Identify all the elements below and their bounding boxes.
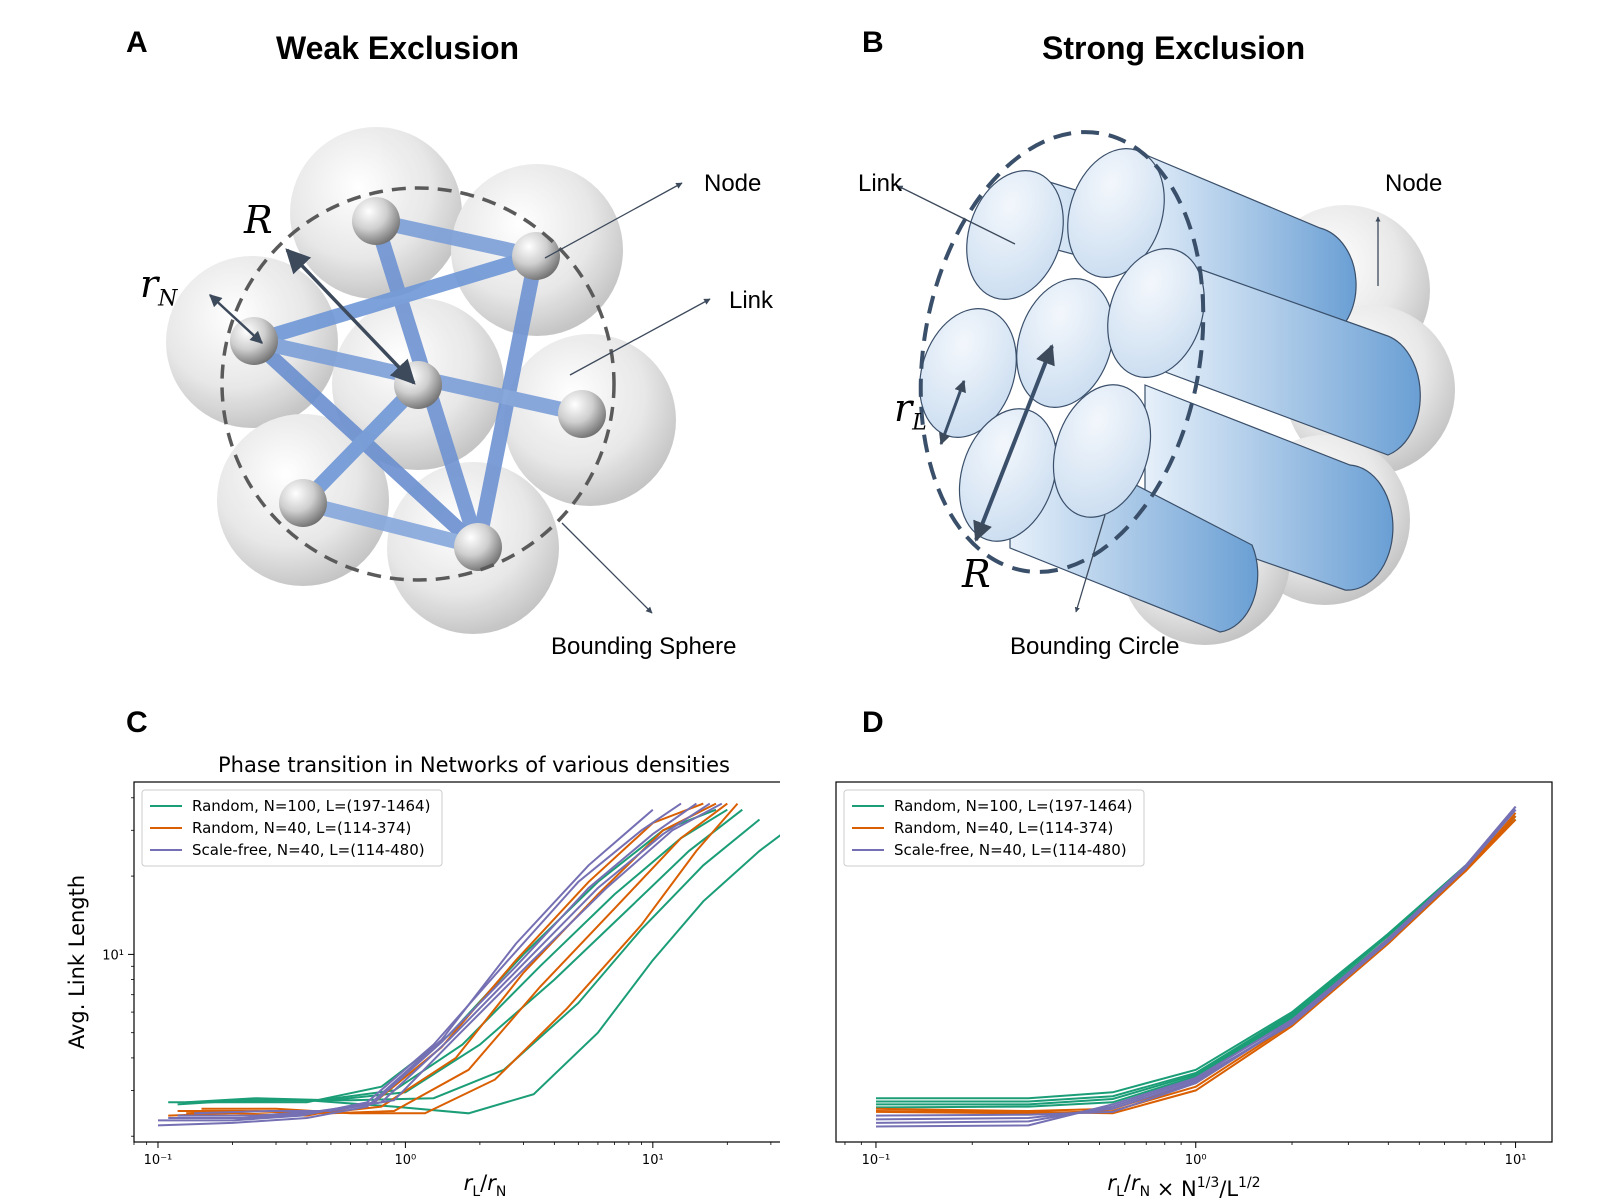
legend-entry-scalefree40: Scale-free, N=40, L=(114-480) xyxy=(192,841,425,859)
radius-rN-label: rN xyxy=(140,262,178,312)
chart-c-title: Phase transition in Networks of various … xyxy=(218,753,730,777)
radius-rN-arrow xyxy=(209,294,263,344)
panel-c-letter: C xyxy=(126,706,148,739)
series-line-random100-3 xyxy=(177,808,728,1106)
weak-exclusion-diagram xyxy=(166,127,711,634)
chart-d: 10⁻¹ 10⁰ 10¹ Random, N=100, L=(197-1464)Ra… xyxy=(835,781,1553,1200)
bounding-sphere-label: Bounding Sphere xyxy=(551,633,737,660)
y-tick-label: 10¹ xyxy=(102,948,124,963)
series-line-random100-0 xyxy=(232,834,780,1115)
link-callout-arrow-b xyxy=(897,185,1016,245)
chart-c-xlabel: rL/rN xyxy=(464,1171,507,1200)
series-line-scalefree40-10 xyxy=(875,805,1517,1128)
panel-d-letter: D xyxy=(862,706,884,739)
chart-d-ticks: 10⁻¹ 10⁰ 10¹ xyxy=(844,1142,1527,1168)
x-tick-label: 10¹ xyxy=(642,1153,664,1168)
chart-c-ticks: 10⁻¹ 10⁰ 10¹ 10¹ xyxy=(102,797,772,1168)
chart-c-frame xyxy=(133,781,780,1143)
series-line-scalefree40-12 xyxy=(177,802,711,1117)
series-line-scalefree40-11 xyxy=(168,802,697,1119)
chart-c-legend: Random, N=100, L=(197-1464) Random, N=40,… xyxy=(141,789,443,867)
series-line-scalefree40-9 xyxy=(157,808,654,1127)
node-label-b: Node xyxy=(1385,170,1443,197)
radius-R-arrow-b xyxy=(973,344,1055,542)
panel-a-letter: A xyxy=(126,26,148,59)
legend-entry-random100: Random, N=100, L=(197-1464) xyxy=(192,797,430,815)
legend-box xyxy=(843,789,1145,867)
radius-R-arrow xyxy=(285,248,416,385)
legend-entry-scalefree40: Scale-free, N=40, L=(114-480) xyxy=(894,841,1127,859)
series-line-random100-2 xyxy=(186,808,743,1104)
chart-c: 10⁻¹ 10⁰ 10¹ 10¹ Random, N=100, L=(197-1464… xyxy=(65,781,780,1200)
bounding-circle-callout-arrow xyxy=(1074,514,1106,613)
bounding-sphere-callout-arrow xyxy=(561,522,653,614)
series-line-scalefree40-13 xyxy=(194,802,723,1115)
chart-c-series xyxy=(157,802,780,1127)
panel-b-letter: B xyxy=(862,26,884,59)
panel-a-title: Weak Exclusion xyxy=(276,30,520,66)
legend-entry-random40: Random, N=40, L=(114-374) xyxy=(192,819,411,837)
chart-d-xlabel: rL/rN × N1/3/L1/2 xyxy=(1107,1171,1260,1200)
link-label: Link xyxy=(729,287,774,314)
strong-exclusion-diagram xyxy=(897,130,1455,645)
chart-d-legend: Random, N=100, L=(197-1464) Random, N=40,… xyxy=(843,789,1145,867)
radius-R-label-b: R xyxy=(962,552,991,596)
series-line-scalefree40-9 xyxy=(875,809,1517,1124)
legend-box xyxy=(141,789,443,867)
link-callout-arrow xyxy=(569,298,711,376)
panel-b-title: Strong Exclusion xyxy=(1042,30,1306,66)
radius-R-label: R xyxy=(244,198,273,242)
link-cylinders xyxy=(919,148,1421,633)
bounding-circle-outline xyxy=(918,130,1206,574)
x-tick-label: 10⁰ xyxy=(1185,1153,1207,1168)
bounding-circle-label: Bounding Circle xyxy=(1010,633,1180,660)
node-callout-arrow xyxy=(544,182,683,259)
series-line-random40-6 xyxy=(875,812,1517,1115)
chart-d-series xyxy=(875,805,1517,1128)
link-label-b: Link xyxy=(858,170,903,197)
x-tick-label: 10⁻¹ xyxy=(144,1153,173,1168)
x-tick-label: 10⁻¹ xyxy=(862,1153,891,1168)
series-line-scalefree40-10 xyxy=(158,802,682,1122)
x-tick-label: 10⁰ xyxy=(395,1153,417,1168)
legend-entry-random40: Random, N=40, L=(114-374) xyxy=(894,819,1113,837)
x-tick-label: 10¹ xyxy=(1505,1153,1527,1168)
radius-rL-label: rL xyxy=(894,386,927,436)
chart-d-frame xyxy=(835,781,1553,1143)
legend-entry-random100: Random, N=100, L=(197-1464) xyxy=(894,797,1132,815)
bounding-sphere-outline xyxy=(220,186,616,582)
chart-c-ylabel: Avg. Link Length xyxy=(65,875,89,1049)
radius-rL-arrow xyxy=(939,379,966,446)
node-label: Node xyxy=(704,170,762,197)
